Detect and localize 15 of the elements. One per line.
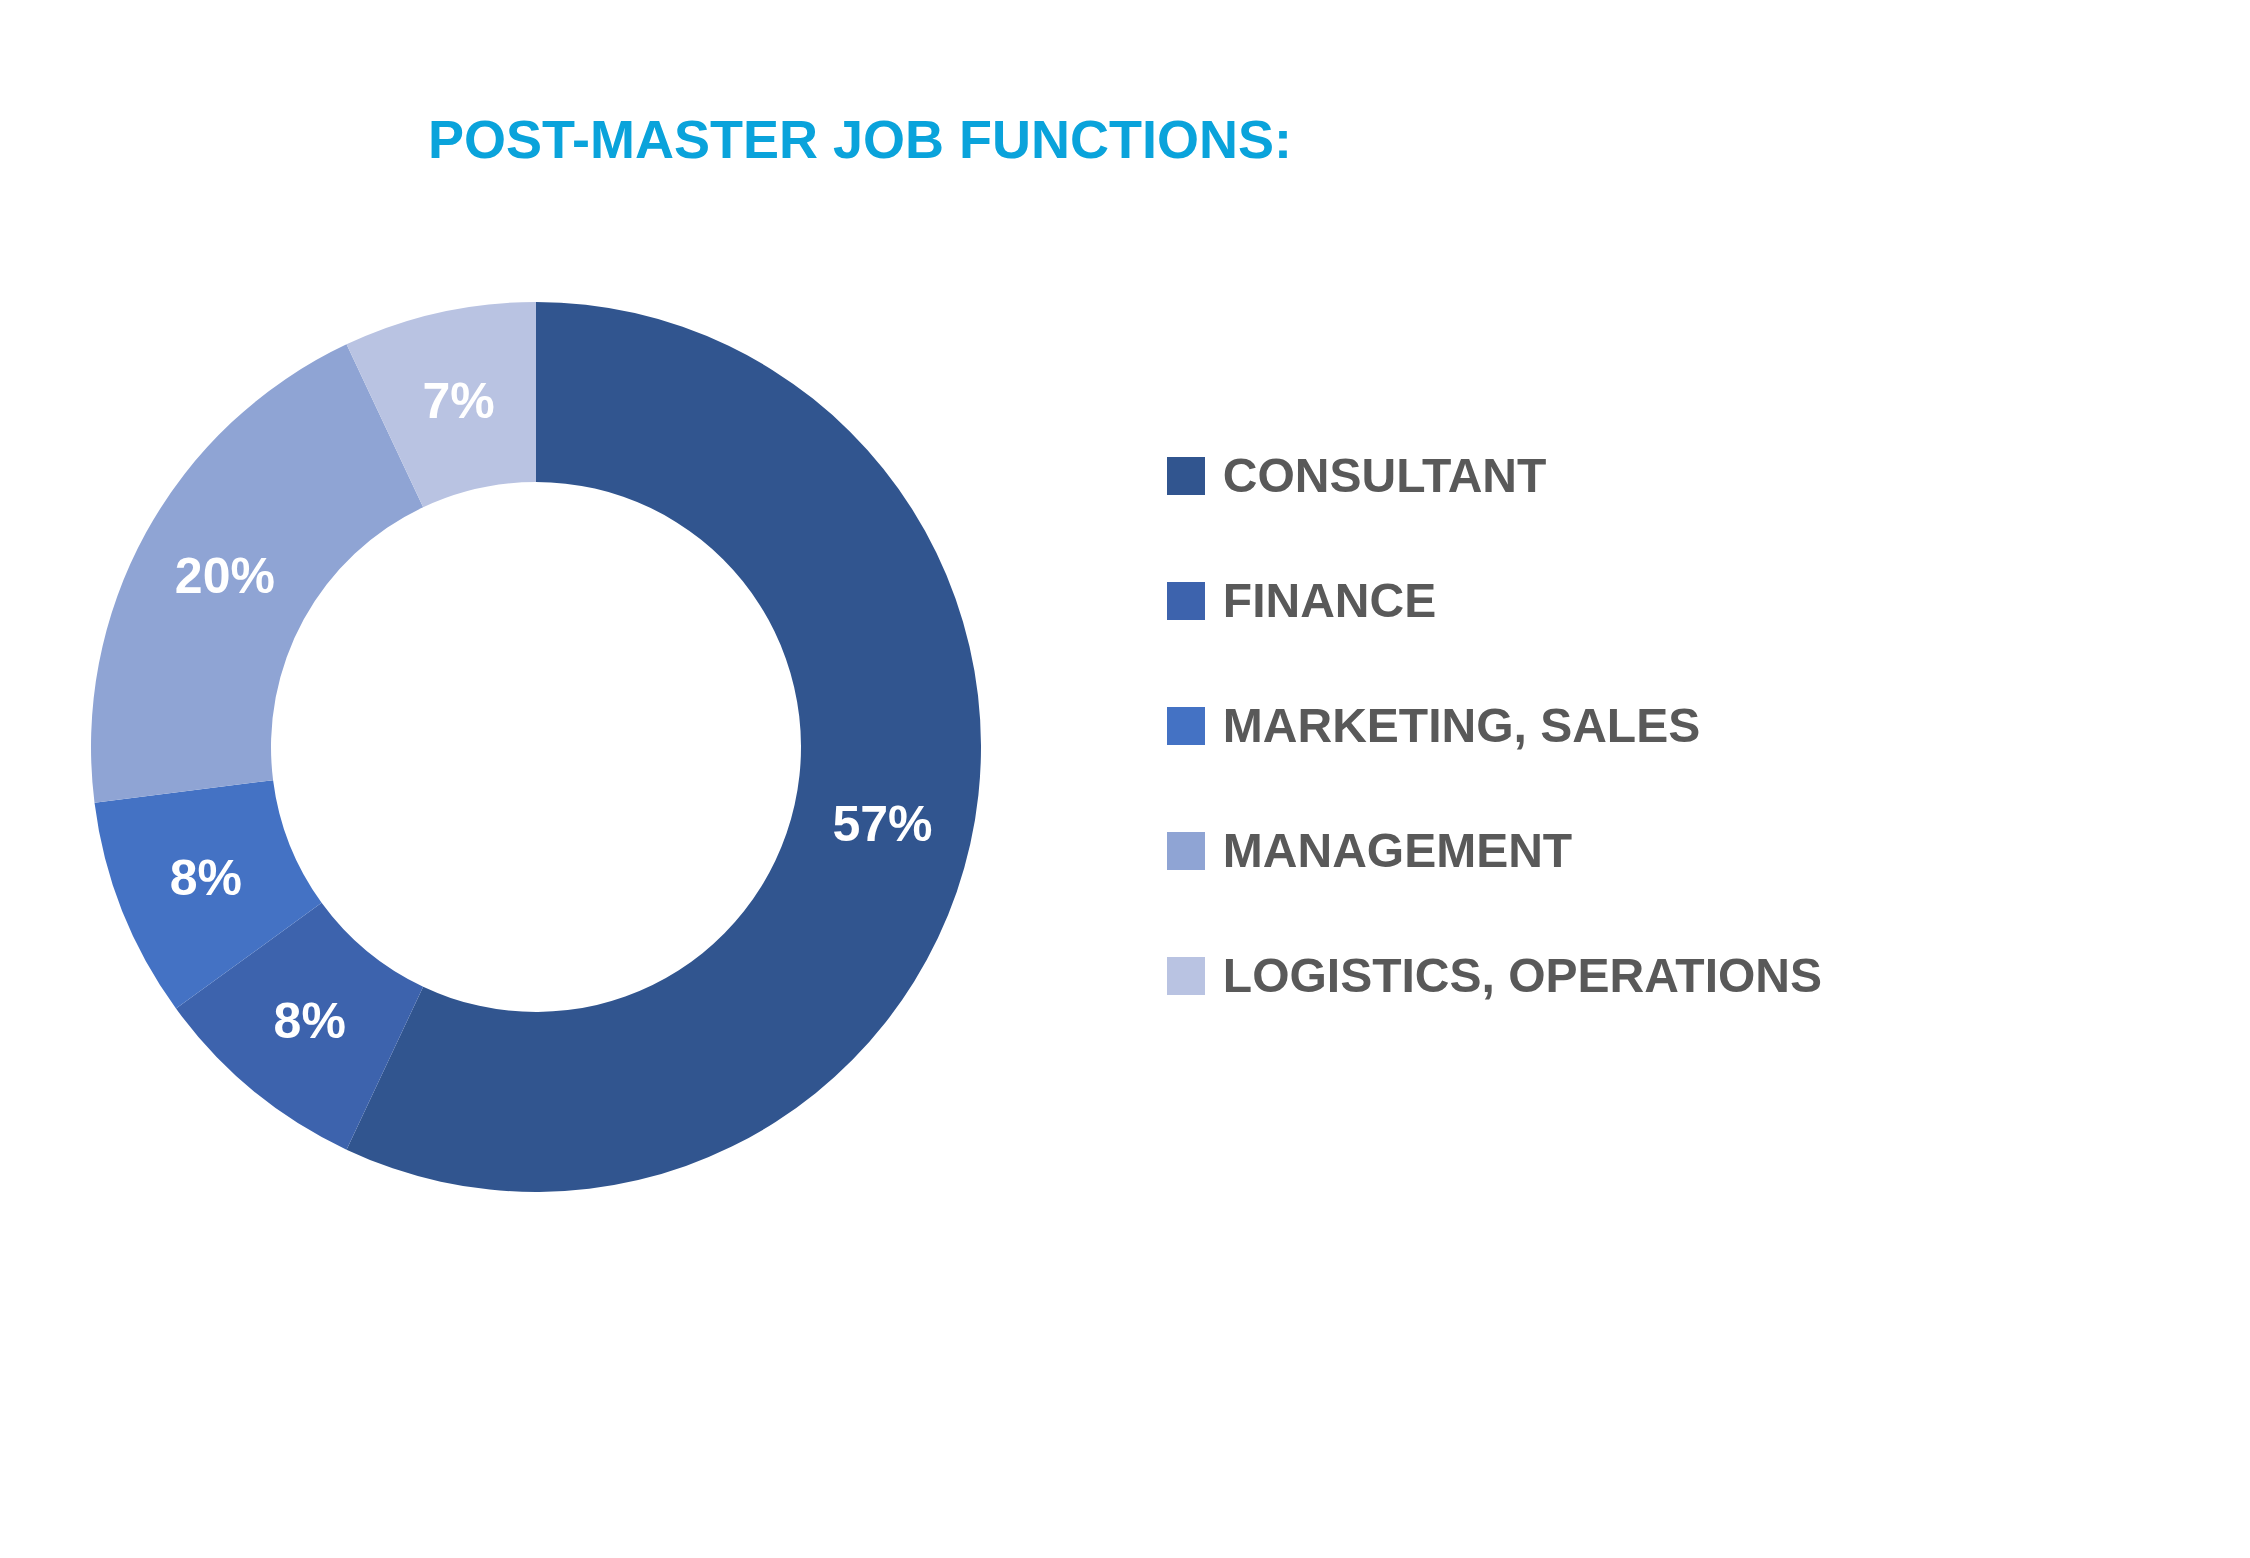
legend-label: FINANCE <box>1222 573 1437 628</box>
data-label: 57% <box>832 796 933 853</box>
legend-label: CONSULTANT <box>1222 448 1547 503</box>
legend-label: MARKETING, SALES <box>1222 698 1701 753</box>
donut-slice <box>175 902 424 1150</box>
data-label: 8% <box>273 992 346 1049</box>
data-label: 8% <box>169 849 243 906</box>
chart-title: POST-MASTER JOB FUNCTIONS: <box>428 108 1293 170</box>
donut-slice <box>346 302 981 1192</box>
legend-label: LOGISTICS, OPERATIONS <box>1222 948 1822 1003</box>
donut-slice <box>91 344 424 803</box>
data-label: 20% <box>174 547 275 604</box>
legend-label: MANAGEMENT <box>1222 823 1573 878</box>
data-label: 7% <box>422 372 495 429</box>
donut-slice <box>346 302 536 508</box>
